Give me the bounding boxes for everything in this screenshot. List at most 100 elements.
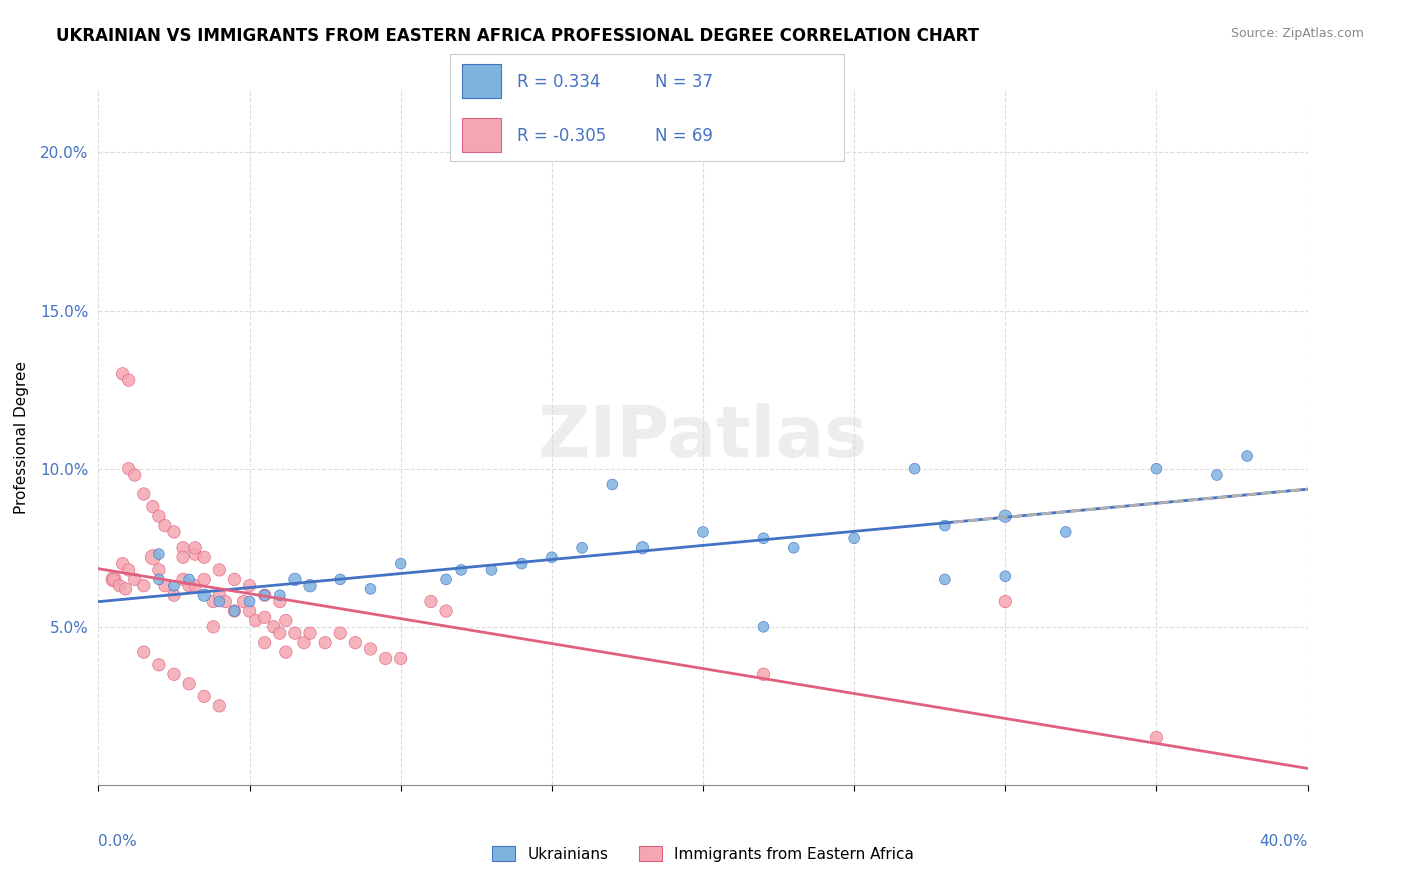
Point xyxy=(299,579,322,593)
Point xyxy=(1054,524,1077,539)
Point xyxy=(163,667,186,681)
Point xyxy=(124,468,146,483)
Point xyxy=(344,635,367,649)
Point xyxy=(314,635,336,649)
Point xyxy=(172,541,194,555)
Point xyxy=(103,573,125,587)
Point xyxy=(208,588,231,602)
Point xyxy=(153,579,176,593)
Point xyxy=(148,573,170,587)
Text: R = 0.334: R = 0.334 xyxy=(517,73,600,91)
Point xyxy=(202,620,225,634)
Point xyxy=(153,518,176,533)
Point xyxy=(132,579,155,593)
Text: 0.0%: 0.0% xyxy=(98,834,138,848)
Point xyxy=(374,651,396,665)
Point xyxy=(132,487,155,501)
Point xyxy=(193,588,215,602)
Point xyxy=(184,579,207,593)
Point xyxy=(782,541,804,555)
Point xyxy=(692,524,714,539)
Point xyxy=(844,531,866,545)
Point xyxy=(132,645,155,659)
Point xyxy=(148,509,170,524)
Text: R = -0.305: R = -0.305 xyxy=(517,127,606,145)
Point xyxy=(292,635,315,649)
Text: ZIPatlas: ZIPatlas xyxy=(538,402,868,472)
Point xyxy=(184,541,207,555)
Point xyxy=(202,594,225,608)
Point xyxy=(208,563,231,577)
Point xyxy=(148,547,170,561)
Point xyxy=(329,573,352,587)
Point xyxy=(434,573,457,587)
Point xyxy=(934,573,956,587)
Point xyxy=(299,626,322,640)
Point xyxy=(111,557,134,571)
Text: UKRAINIAN VS IMMIGRANTS FROM EASTERN AFRICA PROFESSIONAL DEGREE CORRELATION CHAR: UKRAINIAN VS IMMIGRANTS FROM EASTERN AFR… xyxy=(56,27,979,45)
Point xyxy=(193,573,215,587)
Point xyxy=(904,461,927,475)
Point xyxy=(1236,449,1258,463)
Point xyxy=(389,651,412,665)
Point xyxy=(239,579,262,593)
Point xyxy=(108,579,131,593)
Text: N = 37: N = 37 xyxy=(655,73,713,91)
Point xyxy=(142,550,165,565)
Point xyxy=(752,531,775,545)
Point xyxy=(208,698,231,713)
Point xyxy=(124,573,146,587)
Point xyxy=(245,614,267,628)
Point xyxy=(284,573,307,587)
Point xyxy=(224,604,246,618)
Point xyxy=(269,626,291,640)
Point xyxy=(172,550,194,565)
Point xyxy=(193,690,215,704)
Point xyxy=(360,582,382,596)
Point xyxy=(253,588,276,602)
Point xyxy=(184,547,207,561)
Point xyxy=(114,582,136,596)
Point xyxy=(118,373,141,387)
FancyBboxPatch shape xyxy=(461,64,501,98)
Point xyxy=(389,557,412,571)
Point xyxy=(148,657,170,672)
Point xyxy=(232,594,254,608)
Point xyxy=(142,500,165,514)
Point xyxy=(481,563,503,577)
FancyBboxPatch shape xyxy=(461,118,501,152)
Point xyxy=(172,573,194,587)
Point xyxy=(434,604,457,618)
Point xyxy=(148,563,170,577)
Point xyxy=(752,620,775,634)
Point xyxy=(450,563,472,577)
Text: 40.0%: 40.0% xyxy=(1260,834,1308,848)
Point xyxy=(1206,468,1229,483)
Point xyxy=(994,509,1017,524)
Point xyxy=(510,557,533,571)
Point xyxy=(1144,731,1167,745)
Point xyxy=(163,524,186,539)
Point xyxy=(602,477,624,491)
Point xyxy=(329,626,352,640)
Point xyxy=(177,677,201,691)
Point xyxy=(208,594,231,608)
Point xyxy=(994,569,1017,583)
Point xyxy=(163,579,186,593)
Point xyxy=(103,573,125,587)
Point xyxy=(224,573,246,587)
Point xyxy=(118,461,141,475)
Point xyxy=(193,550,215,565)
Point xyxy=(239,594,262,608)
Legend: Ukrainians, Immigrants from Eastern Africa: Ukrainians, Immigrants from Eastern Afri… xyxy=(486,839,920,868)
Point xyxy=(111,367,134,381)
Point xyxy=(253,588,276,602)
Point xyxy=(360,642,382,657)
Point xyxy=(631,541,654,555)
Point xyxy=(269,594,291,608)
Point xyxy=(994,594,1017,608)
Point xyxy=(214,594,236,608)
Text: N = 69: N = 69 xyxy=(655,127,713,145)
Point xyxy=(274,614,297,628)
Point xyxy=(253,610,276,624)
